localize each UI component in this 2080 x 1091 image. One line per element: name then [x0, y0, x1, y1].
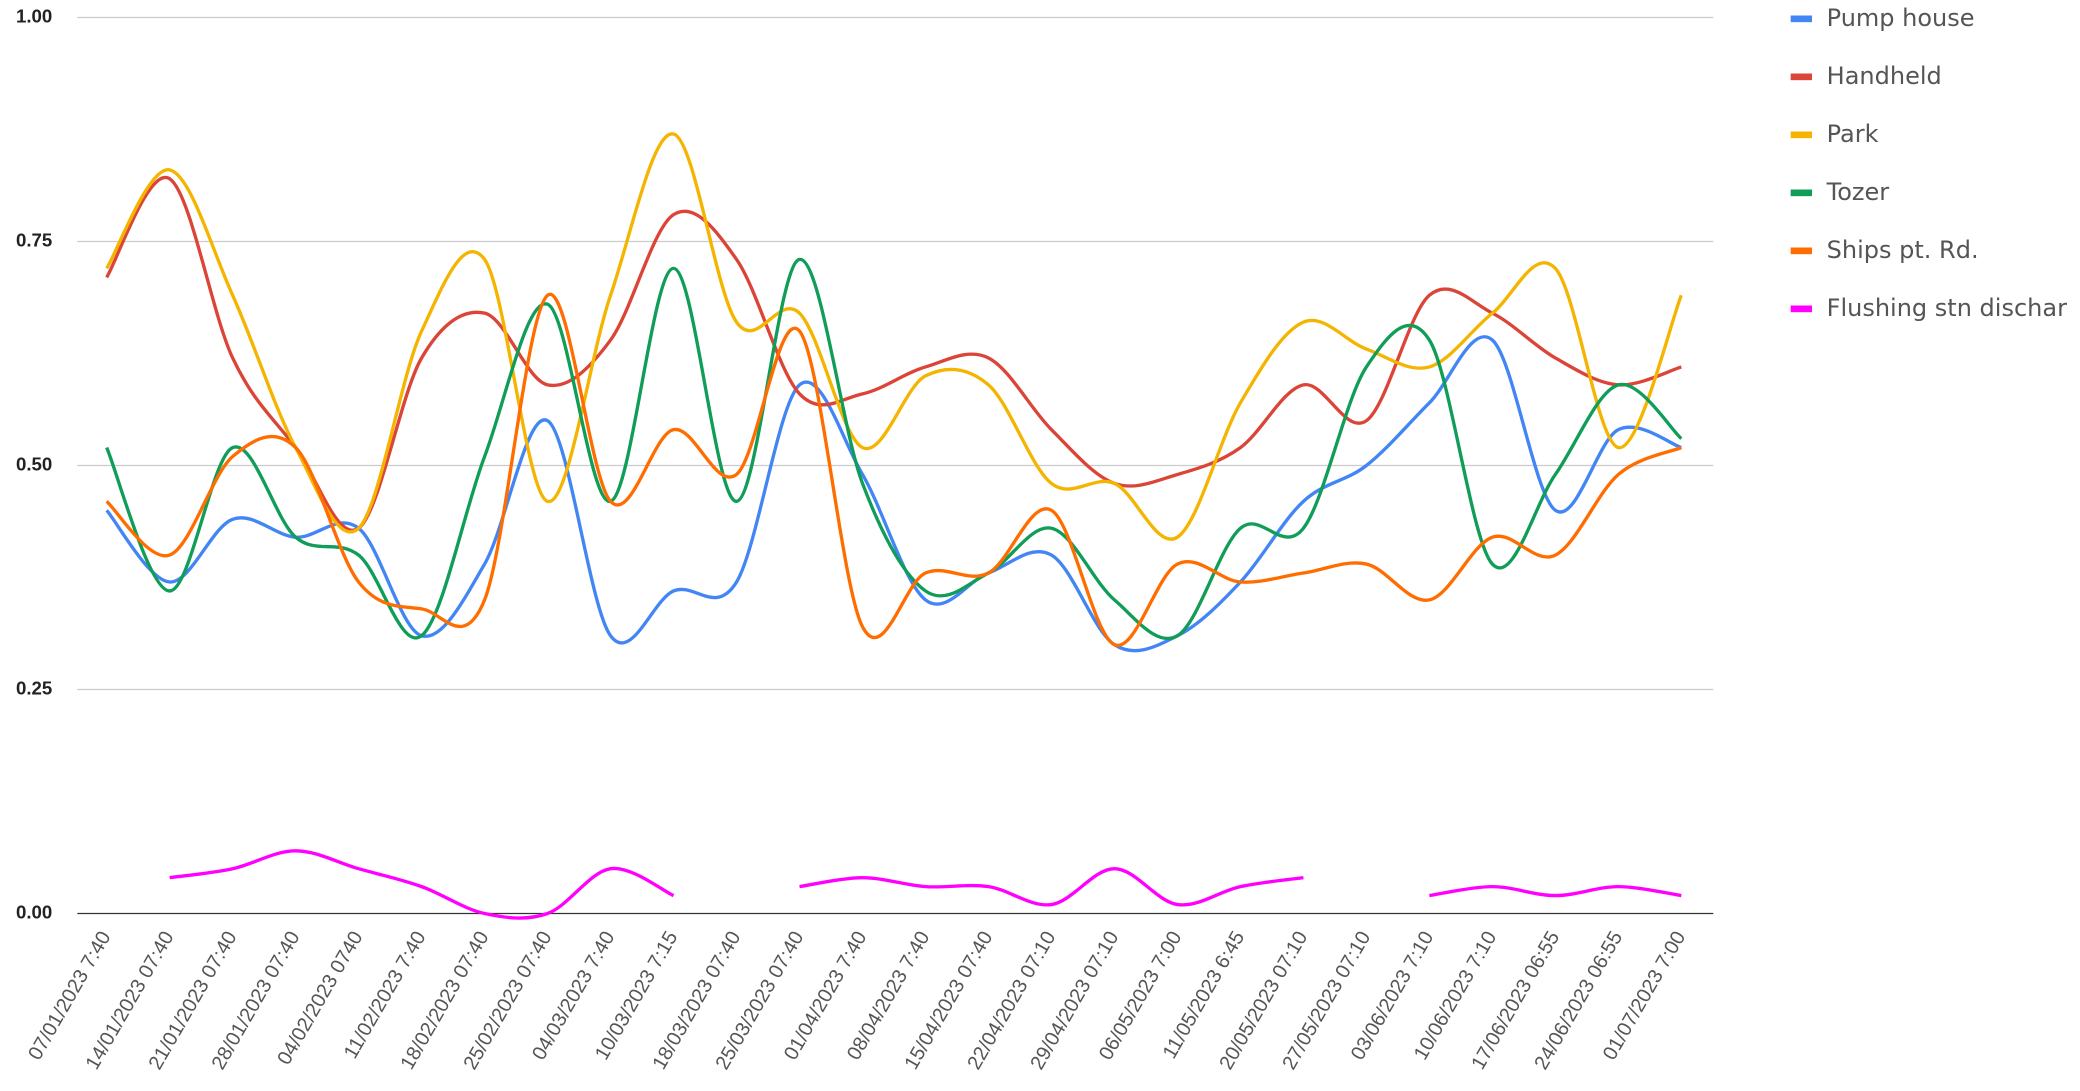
y-tick-label: 0.50 [16, 453, 52, 474]
series-line [105, 132, 1683, 541]
legend-label: Tozer [1826, 178, 1890, 206]
series-line [799, 867, 1304, 907]
legend-label: Ships pt. Rd. [1827, 236, 1979, 264]
y-tick-label: 0.25 [16, 677, 52, 698]
y-tick-label: 0.00 [16, 901, 52, 922]
legend-label: Handheld [1827, 62, 1942, 90]
legend-swatch [1790, 73, 1812, 81]
series-line [105, 257, 1683, 640]
legend-label: Pump house [1827, 4, 1975, 32]
legend-swatch [1790, 247, 1812, 255]
legend-swatch [1790, 305, 1812, 313]
legend-label: Park [1827, 120, 1879, 148]
legend-swatch [1790, 131, 1812, 139]
y-tick-label: 0.75 [16, 229, 52, 250]
series-line [105, 175, 1682, 532]
legend-swatch [1790, 15, 1812, 23]
series-line [105, 292, 1682, 647]
legend-label: Flushing stn dischar [1827, 294, 2067, 322]
legend-swatch [1790, 189, 1812, 197]
series-line [1429, 884, 1682, 898]
series-line [169, 849, 675, 920]
y-tick-label: 1.00 [16, 5, 52, 26]
